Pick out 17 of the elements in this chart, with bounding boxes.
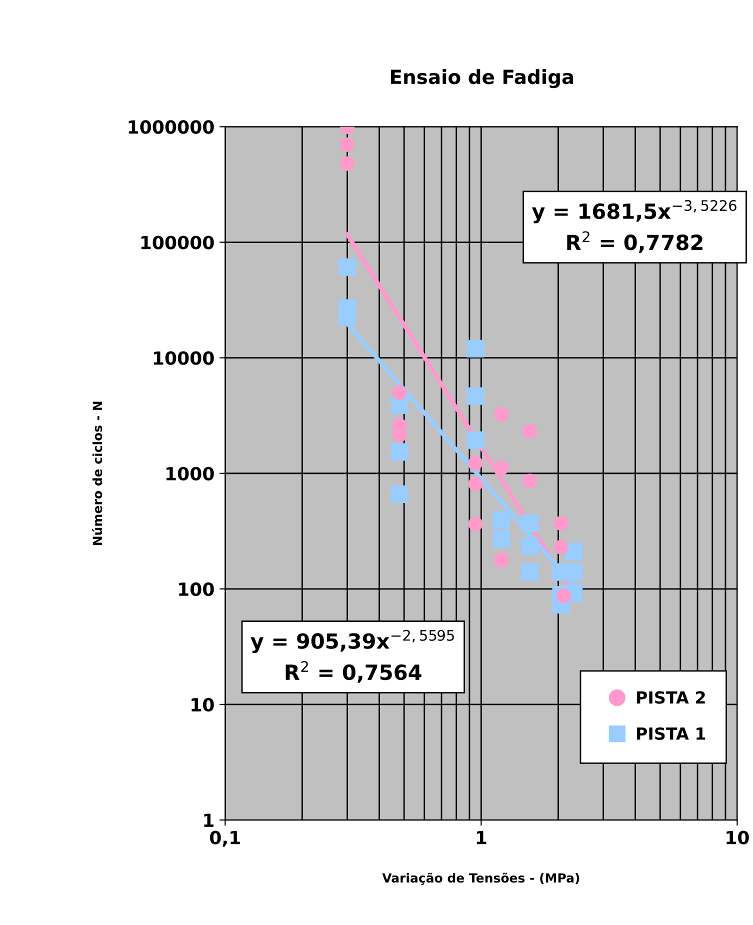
y-tick-label: 100000 bbox=[141, 236, 214, 250]
y-tick-label: 10 bbox=[192, 698, 214, 712]
text: y = 905,39x$^{−2,5595}$ R$^{2}$ = 0,7564 bbox=[250, 630, 454, 683]
chart-title: Ensaio de Fadiga bbox=[391, 69, 574, 88]
y-tick-label: 1 bbox=[204, 814, 214, 827]
x-tick-label: 0,1 bbox=[210, 830, 240, 847]
y-tick-label: 1000000 bbox=[128, 120, 214, 134]
legend-label: PISTA 1 bbox=[637, 727, 706, 740]
y-tick-label: 1000 bbox=[166, 466, 214, 480]
x-tick-label: 10 bbox=[726, 830, 749, 844]
y-tick-label: 100 bbox=[179, 582, 214, 596]
x-tick-label: 1 bbox=[476, 830, 486, 844]
legend-label: PISTA 2 bbox=[637, 691, 705, 704]
y-axis-title: Número de ciclos - N bbox=[92, 402, 102, 545]
x-axis-title: Variação de Tensões - (MPa) bbox=[382, 872, 580, 885]
y-tick-label: 10000 bbox=[154, 351, 214, 365]
text: y = 1681,5x$^{−3,5226}$ R$^{2}$ = 0,7782 bbox=[532, 200, 736, 253]
